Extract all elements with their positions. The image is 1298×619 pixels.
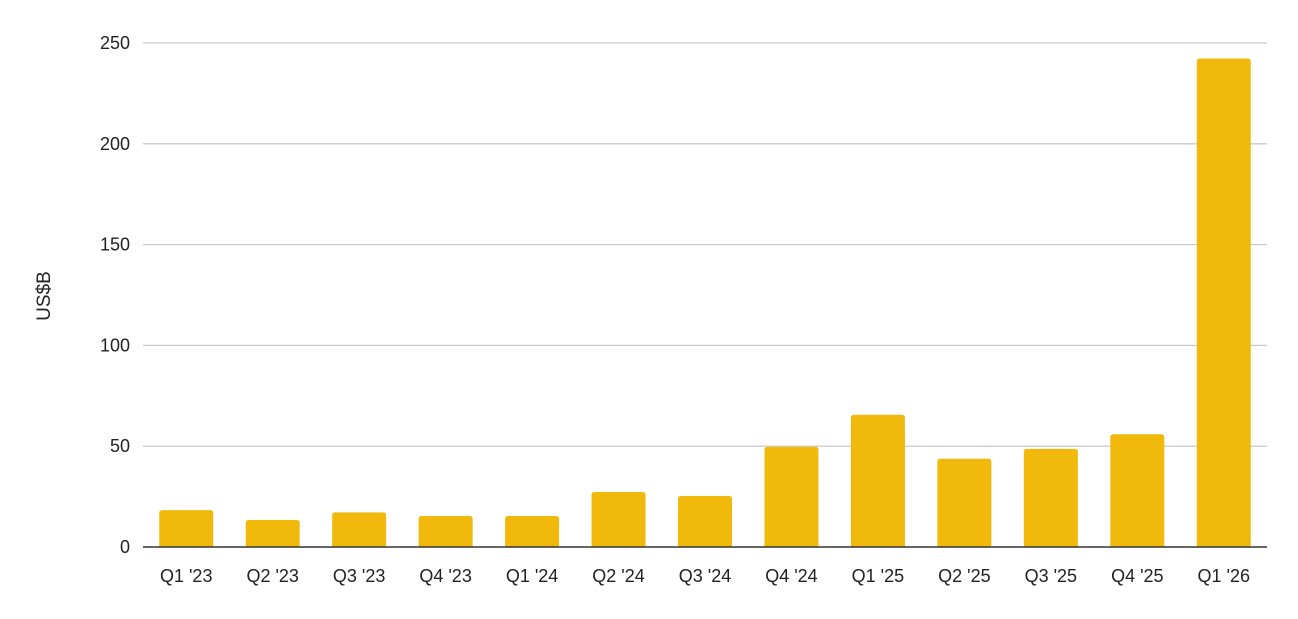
bar xyxy=(937,458,992,547)
bar xyxy=(1023,448,1078,547)
x-tick-label: Q3 '25 xyxy=(1025,566,1077,586)
bars xyxy=(159,58,1251,548)
x-tick-label: Q2 '24 xyxy=(592,566,644,586)
bar xyxy=(678,495,732,547)
x-tick-label: Q4 '25 xyxy=(1111,566,1163,586)
y-tick-label: 0 xyxy=(120,537,130,557)
y-axis-ticks: 0 50 100 150 200 250 xyxy=(100,33,130,557)
bar xyxy=(245,519,300,547)
y-tick-label: 250 xyxy=(100,33,130,53)
bar xyxy=(764,446,819,547)
bar xyxy=(1196,58,1251,548)
y-tick-label: 50 xyxy=(110,436,130,456)
y-axis-label: US$B xyxy=(34,271,55,321)
y-tick-label: 150 xyxy=(100,235,130,255)
bar xyxy=(1110,434,1165,547)
y-tick-label: 100 xyxy=(100,335,130,355)
bar xyxy=(591,491,646,547)
x-tick-label: Q1 '25 xyxy=(852,566,904,586)
x-axis-ticks: Q1 '23 Q2 '23 Q3 '23 Q4 '23 Q1 '24 Q2 '24 Q3 '… xyxy=(160,566,1250,586)
bar xyxy=(332,512,387,547)
x-tick-label: Q3 '24 xyxy=(679,566,731,586)
bar xyxy=(159,510,214,547)
x-tick-label: Q2 '25 xyxy=(938,566,990,586)
x-tick-label: Q2 '23 xyxy=(246,566,298,586)
x-tick-label: Q1 '26 xyxy=(1198,566,1250,586)
x-tick-label: Q4 '24 xyxy=(765,566,817,586)
bar xyxy=(505,515,560,547)
x-tick-label: Q1 '23 xyxy=(160,566,212,586)
bar xyxy=(418,515,473,547)
x-tick-label: Q1 '24 xyxy=(506,566,558,586)
x-tick-label: Q3 '23 xyxy=(333,566,385,586)
gridlines xyxy=(143,42,1267,447)
x-tick-label: Q4 '23 xyxy=(419,566,471,586)
y-tick-label: 200 xyxy=(100,134,130,154)
bar xyxy=(850,414,905,547)
